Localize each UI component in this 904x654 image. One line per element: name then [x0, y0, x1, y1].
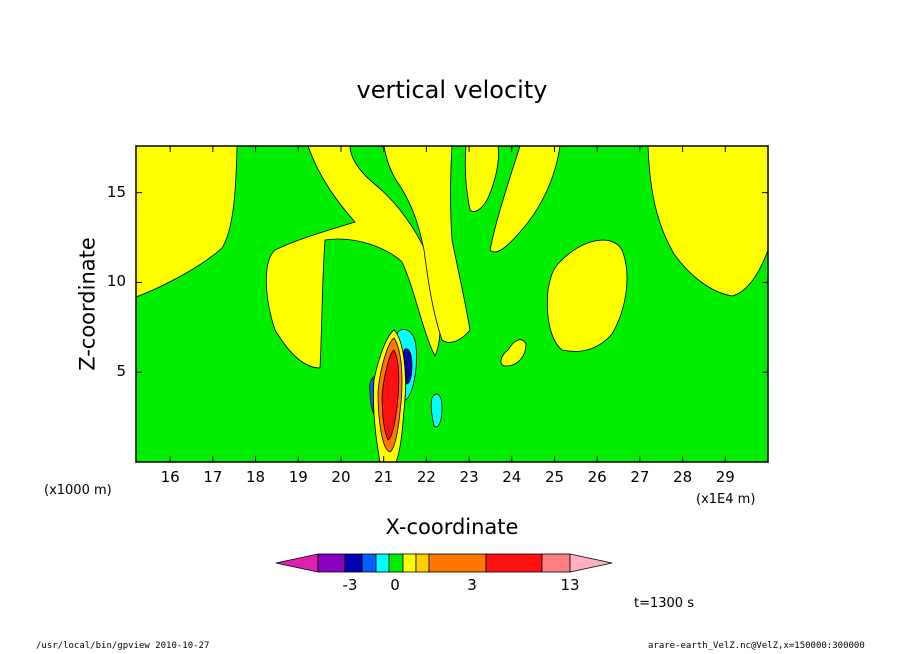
x-tick-label: 25 — [544, 468, 565, 486]
contour-fills — [135, 145, 769, 463]
colorbar-cell — [428, 553, 487, 573]
x-tick-label: 17 — [203, 468, 223, 486]
colorbar-tick-label: 13 — [560, 576, 580, 594]
left-center-yellow — [230, 145, 441, 369]
time-label: t=1300 s — [634, 596, 694, 611]
plot-area — [135, 145, 769, 463]
x-tick-label: 24 — [502, 468, 522, 486]
footer-right: arare-earth_VelZ.nc@VelZ,x=150000:300000 — [648, 641, 865, 651]
colorbar-cell — [361, 553, 377, 573]
upper-left-yellow — [135, 145, 238, 298]
x-tick-label: 18 — [246, 468, 266, 486]
colorbar-cell — [388, 553, 404, 573]
cyan-lower — [430, 393, 443, 428]
footer-left: /usr/local/bin/gpview 2010-10-27 — [36, 641, 210, 651]
upper-right-yellow — [647, 145, 769, 297]
x-tick-label: 16 — [160, 468, 180, 486]
colorbar-cell — [402, 553, 417, 573]
y-tick-label: 15 — [106, 182, 126, 201]
x-axis-label: X-coordinate — [385, 515, 519, 539]
y-axis-label: Z-coordinate — [75, 237, 100, 371]
x-tick-label: 26 — [587, 468, 607, 486]
x-tick-label: 19 — [288, 468, 308, 486]
x-tick-label: 28 — [673, 468, 693, 486]
axis-ticks — [136, 146, 768, 462]
x-tick-label: 29 — [715, 468, 735, 486]
x-tick-label: 22 — [416, 468, 436, 486]
colorbar-cell — [415, 553, 430, 573]
x-tick-label: 23 — [459, 468, 479, 486]
y-units-note: (x1000 m) — [44, 483, 112, 498]
colorbar-cell — [375, 553, 390, 573]
colorbar-extend-high — [569, 553, 613, 573]
x-tick-label: 20 — [331, 468, 351, 486]
x-units-note: (x1E4 m) — [696, 492, 756, 507]
colorbar-cell — [485, 553, 543, 573]
right-blob-yellow — [546, 239, 628, 352]
center-yellow-column — [383, 145, 471, 343]
plot-frame — [135, 145, 769, 463]
red-core — [381, 349, 400, 441]
colorbar-extend-low — [275, 553, 319, 573]
colorbar-cell — [541, 553, 571, 573]
colorbar — [275, 553, 613, 573]
colorbar-tick-label: 0 — [390, 576, 400, 594]
y-tick-label: 10 — [106, 272, 126, 291]
chart-title: vertical velocity — [356, 76, 548, 104]
x-tick-label: 21 — [374, 468, 394, 486]
y-tick-label: 5 — [116, 362, 126, 381]
colorbar-cell — [344, 553, 363, 573]
mid-right-yellow-streak — [489, 145, 561, 253]
colorbar-tick-label: -3 — [342, 576, 358, 594]
small-yellow-patch — [500, 339, 527, 367]
x-tick-label: 27 — [630, 468, 650, 486]
right-stripe-yellow — [464, 145, 499, 212]
colorbar-cell — [317, 553, 346, 573]
colorbar-tick-label: 3 — [467, 576, 477, 594]
